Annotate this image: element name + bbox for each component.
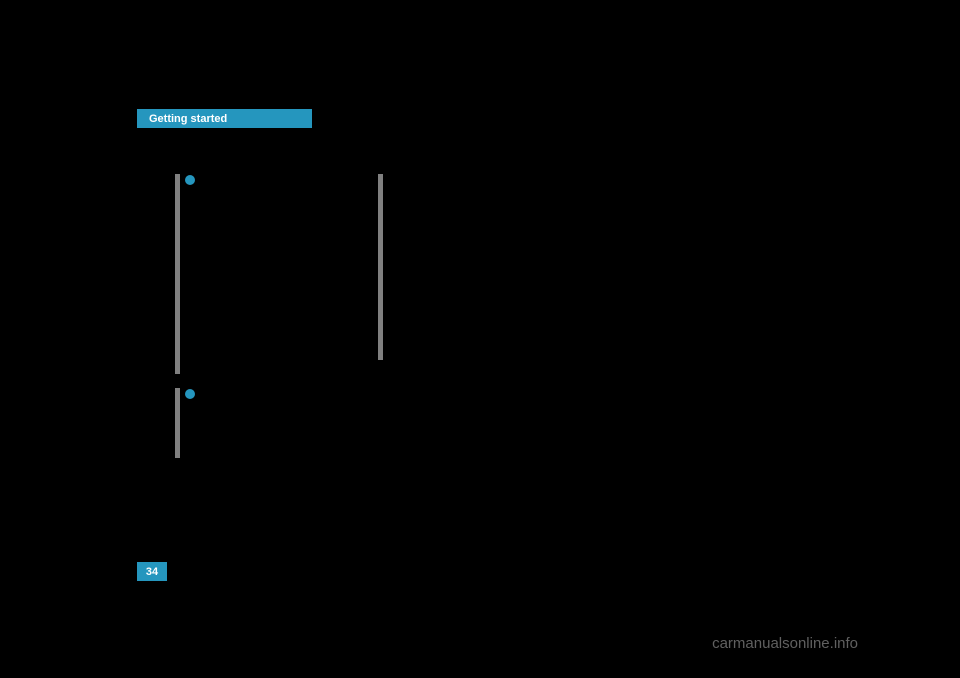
gray-bar-left-upper [175,174,180,374]
page-number-value: 34 [146,566,158,578]
gray-bar-right [378,174,383,360]
page-number: 34 [137,562,167,581]
info-bullet-1 [185,175,195,185]
watermark-text: carmanualsonline.info [712,635,858,652]
info-bullet-2 [185,389,195,399]
gray-bar-left-lower [175,388,180,458]
watermark: carmanualsonline.info [712,635,858,652]
header-tab-label: Getting started [149,113,227,125]
header-tab: Getting started [137,109,312,128]
